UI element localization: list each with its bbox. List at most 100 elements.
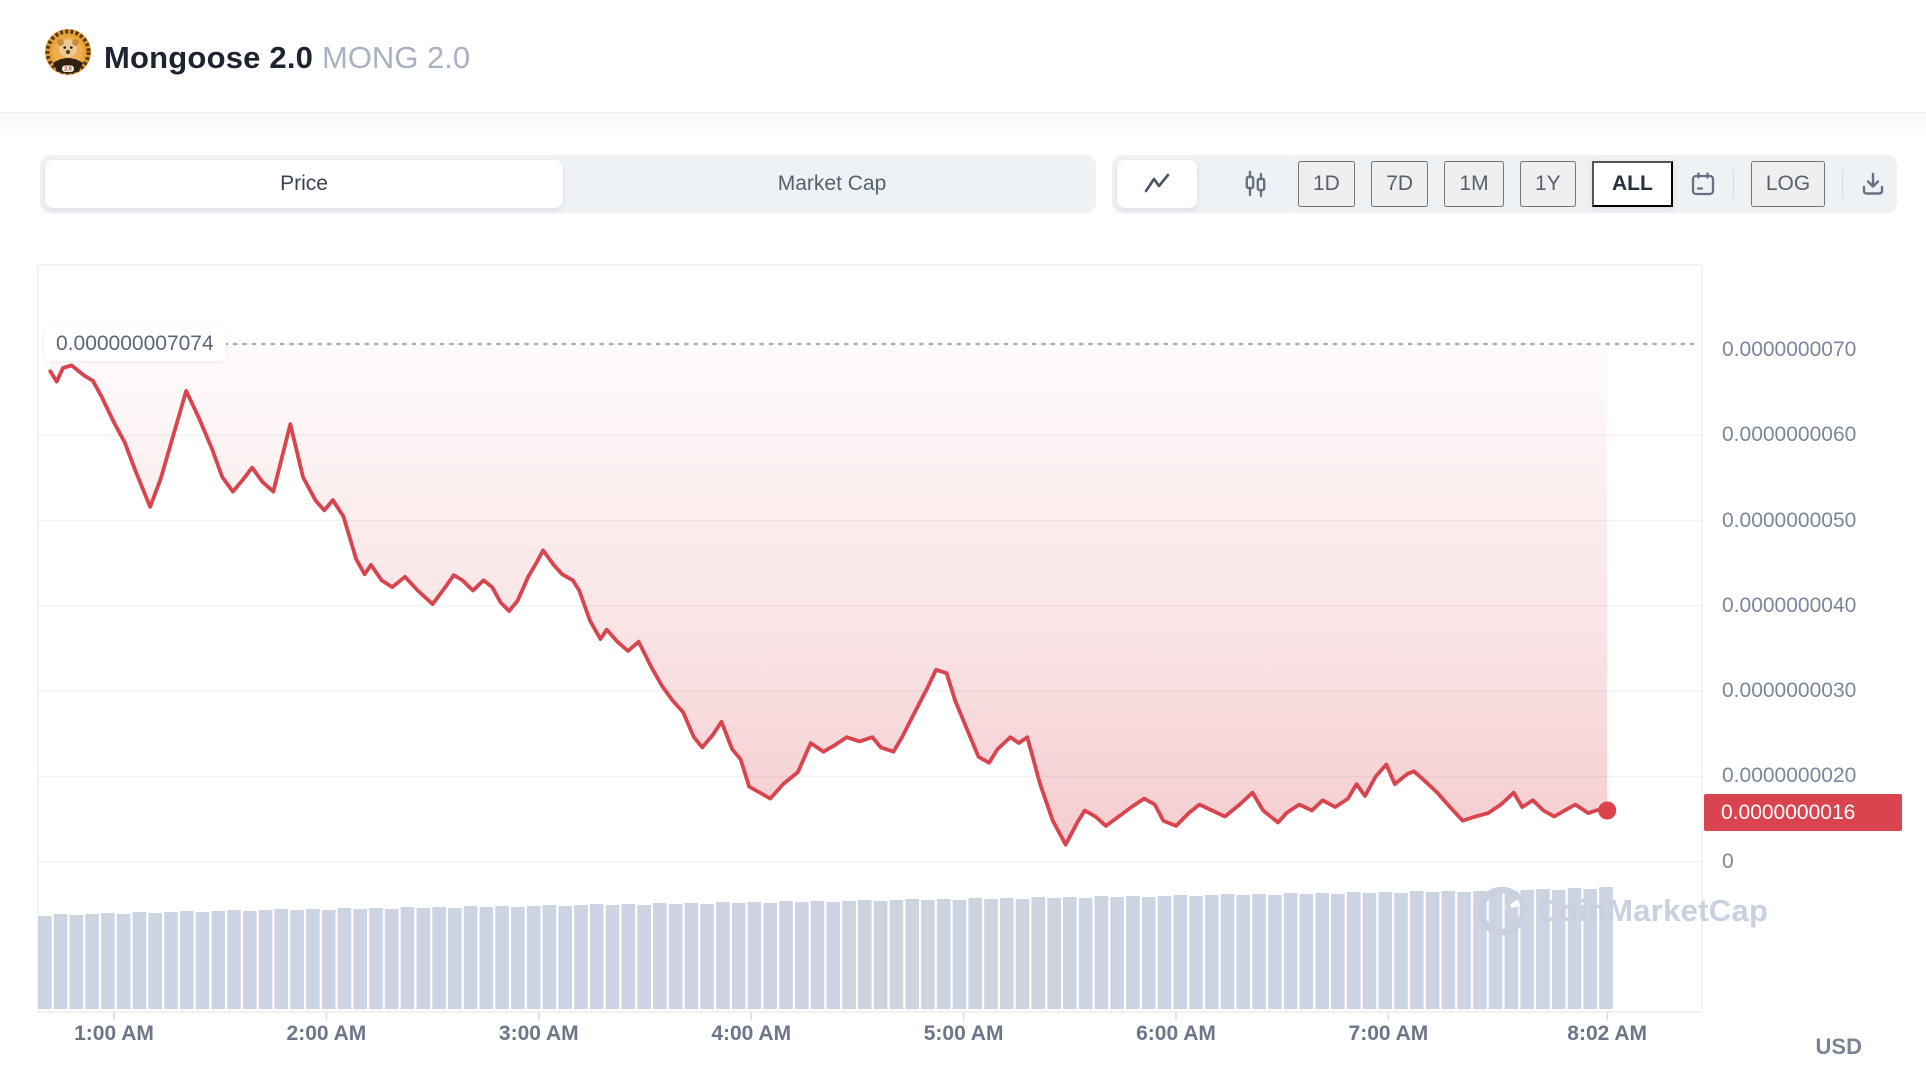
y-axis-label: 0.0000000040 <box>1722 593 1857 617</box>
volume-bar <box>463 906 478 1009</box>
tab-market-cap[interactable]: Market Cap <box>573 160 1091 208</box>
coin-symbol: MONG 2.0 <box>322 40 471 75</box>
volume-bar <box>337 908 352 1009</box>
volume-bar <box>1567 888 1582 1009</box>
volume-bar <box>1457 892 1471 1009</box>
volume-bar <box>826 902 841 1009</box>
volume-bar <box>53 914 68 1009</box>
volume-bar <box>321 910 336 1009</box>
y-axis-label: 0.0000000020 <box>1722 764 1857 788</box>
date-range-button[interactable] <box>1689 170 1717 198</box>
volume-bar <box>1110 897 1124 1009</box>
range-1m[interactable]: 1M <box>1444 161 1504 207</box>
volume-bar <box>416 908 431 1009</box>
volume-bar <box>1520 890 1534 1009</box>
y-axis-label: 0.0000000070 <box>1722 338 1857 361</box>
volume-bar <box>1252 894 1266 1009</box>
range-selector: 1D 7D 1M 1Y ALL LOG <box>1288 155 1897 213</box>
volume-bar <box>511 907 525 1009</box>
volume-bar <box>132 912 147 1009</box>
volume-bar <box>1315 893 1329 1009</box>
candlestick-type-button[interactable] <box>1215 160 1295 208</box>
volume-bar <box>1268 895 1282 1009</box>
volume-bar <box>1189 896 1203 1009</box>
x-axis-label: 5:00 AM <box>923 1022 1004 1045</box>
volume-bar <box>873 901 888 1009</box>
coin-logo: 2.0 <box>45 29 91 75</box>
volume-bar <box>795 902 809 1009</box>
volume-bar <box>779 901 793 1009</box>
download-icon <box>1859 170 1887 198</box>
range-1y[interactable]: 1Y <box>1519 161 1576 207</box>
tab-price[interactable]: Price <box>45 160 563 208</box>
volume-bar <box>1441 891 1456 1009</box>
download-button[interactable] <box>1859 170 1887 198</box>
header-divider <box>0 112 1926 113</box>
volume-bar <box>1063 897 1077 1009</box>
volume-bar <box>1205 895 1219 1009</box>
volume-bar <box>842 901 856 1009</box>
volume-bar <box>369 908 383 1009</box>
volume-bar <box>1047 898 1061 1009</box>
volume-bar <box>1488 890 1503 1009</box>
volume-bar <box>306 909 320 1009</box>
drawdown-fill <box>50 344 1608 845</box>
range-7d[interactable]: 7D <box>1371 161 1429 207</box>
volume-bar <box>353 909 367 1009</box>
volume-bar <box>1410 891 1424 1009</box>
volume-bar <box>1425 892 1440 1009</box>
range-1d[interactable]: 1D <box>1298 161 1355 207</box>
line-chart-icon <box>1142 171 1172 197</box>
volume-bar <box>763 903 777 1009</box>
coin-name: Mongoose 2.0 <box>104 40 314 75</box>
header: 2.0 Mongoose 2.0 MONG 2.0 <box>0 0 1926 112</box>
volume-bar <box>1000 898 1014 1009</box>
volume-bar <box>1126 896 1140 1009</box>
volume-bar <box>258 910 273 1009</box>
price-marketcap-toggle: Price Market Cap <box>40 155 1096 213</box>
volume-bar <box>810 901 825 1009</box>
log-scale-button[interactable]: LOG <box>1750 161 1826 207</box>
volume-bar <box>1583 889 1598 1009</box>
volume-bar <box>1094 896 1109 1009</box>
volume-bar <box>1599 887 1613 1009</box>
volume-bar <box>1157 896 1172 1009</box>
y-axis-label: 0 <box>1722 850 1734 873</box>
volume-bar <box>116 914 131 1009</box>
volume-bar <box>921 900 935 1009</box>
logo-badge-text: 2.0 <box>64 67 72 73</box>
volume-bar <box>1283 893 1298 1009</box>
range-all[interactable]: ALL <box>1591 161 1673 207</box>
toolbar-divider <box>1733 169 1735 199</box>
volume-bar <box>1141 897 1156 1009</box>
volume-bar <box>558 906 572 1009</box>
volume-bar <box>747 902 762 1009</box>
volume-bar <box>495 906 509 1009</box>
volume-bar <box>432 907 446 1009</box>
x-axis-label: 2:00 AM <box>286 1022 367 1045</box>
line-chart-type-button[interactable] <box>1117 160 1197 208</box>
volume-bar <box>1362 893 1377 1009</box>
currency-label: USD <box>1815 1034 1862 1059</box>
volume-bar <box>1394 893 1408 1009</box>
volume-bar <box>38 916 52 1009</box>
volume-bar <box>101 913 115 1009</box>
header-band <box>0 113 1926 129</box>
volume-bar <box>195 912 210 1009</box>
volume-bar <box>984 899 998 1009</box>
volume-bar <box>400 907 415 1009</box>
volume-bar <box>1015 899 1030 1009</box>
x-axis-label: 3:00 AM <box>498 1022 579 1045</box>
x-axis-label: 1:00 AM <box>74 1022 154 1045</box>
volume-bar <box>700 904 714 1009</box>
calendar-icon <box>1689 170 1717 198</box>
volume-bar <box>384 909 399 1009</box>
toolbar-divider <box>1841 169 1843 199</box>
volume-bar <box>1473 891 1487 1009</box>
volume-bar <box>179 911 194 1009</box>
volume-bar <box>479 907 494 1009</box>
y-axis-label: 0.0000000060 <box>1722 423 1857 447</box>
x-axis-label: 8:02 AM <box>1567 1022 1648 1045</box>
volume-bar <box>227 910 241 1009</box>
